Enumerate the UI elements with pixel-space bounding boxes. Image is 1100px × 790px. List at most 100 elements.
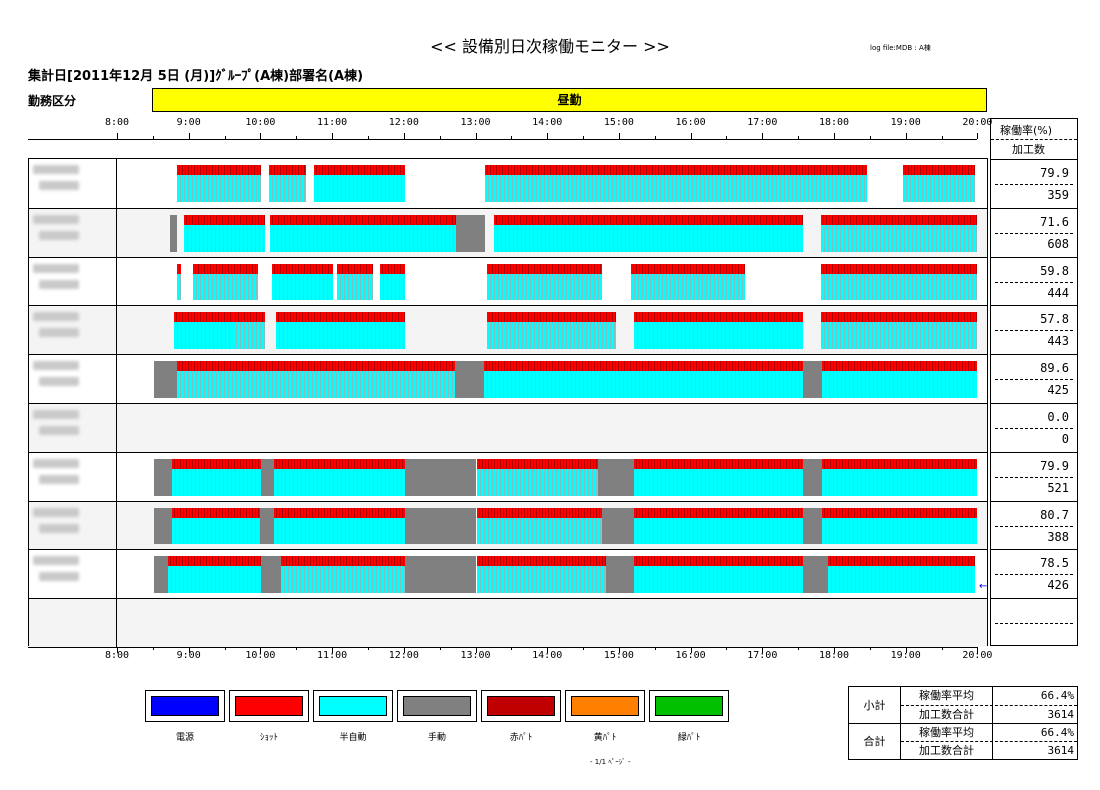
equipment-name-redacted — [29, 452, 117, 501]
half-hour-tick — [941, 136, 943, 139]
shot-marks — [176, 263, 182, 274]
cell-divider — [995, 281, 1073, 283]
shot-marks — [268, 165, 306, 175]
redacted-text — [33, 214, 79, 224]
manual-segment — [456, 214, 486, 252]
axis-baseline — [28, 647, 978, 648]
shot-marks — [183, 214, 265, 225]
shot-marks — [485, 165, 868, 175]
axis-baseline — [28, 139, 978, 140]
date-group-heading: 集計日[2011年12月 5日 (月)]ｸﾞﾙｰﾌﾟ(A棟)部署名(A棟) — [28, 69, 364, 84]
manual-segment — [153, 507, 172, 545]
operating-rate-value: 80.7 — [1040, 507, 1069, 522]
equipment-name-redacted — [29, 159, 117, 208]
time-tick-mark — [762, 647, 764, 653]
half-hour-tick — [224, 647, 226, 650]
semi-auto-segment — [634, 566, 803, 594]
time-tick-label: 13:00 — [460, 117, 491, 128]
subtotal-count-label: 加工数合計 — [901, 706, 993, 724]
half-hour-tick — [511, 136, 513, 139]
equipment-row — [29, 451, 987, 501]
time-tick-mark — [618, 647, 620, 653]
half-hour-tick — [439, 647, 441, 650]
time-tick-mark — [188, 647, 190, 653]
count-column-header: 加工数 — [1012, 143, 1045, 156]
manual-segment — [601, 507, 635, 545]
cell-divider — [995, 232, 1073, 234]
semi-auto-segment — [275, 322, 405, 350]
legend-label: ｼｮｯﾄ — [259, 733, 278, 743]
half-hour-tick — [583, 647, 585, 650]
manual-segment — [605, 556, 635, 594]
time-tick-mark — [475, 133, 477, 139]
redacted-text — [33, 165, 79, 174]
half-hour-tick — [869, 136, 871, 139]
shot-marks — [281, 556, 405, 567]
shot-marks — [822, 361, 977, 372]
manual-segment — [259, 507, 275, 545]
semi-auto-segment — [634, 322, 803, 350]
rate-column-header: 稼働率(%) — [1000, 124, 1053, 137]
total-label: 合計 — [849, 724, 901, 759]
time-tick-label: 15:00 — [603, 117, 634, 128]
shot-marks — [820, 214, 977, 225]
shot-marks — [634, 458, 803, 469]
legend-label: 手動 — [427, 733, 446, 743]
semi-auto-segment — [476, 517, 602, 545]
operating-rate-value: 0.0 — [1047, 410, 1069, 424]
time-tick-label: 11:00 — [317, 650, 348, 661]
time-tick-label: 10:00 — [245, 117, 276, 128]
shift-bar: 昼勤 — [152, 88, 987, 112]
time-tick-mark — [475, 647, 477, 653]
semi-auto-segment — [173, 322, 233, 350]
time-tick-mark — [117, 647, 118, 653]
time-tick-label: 17:00 — [747, 117, 778, 128]
equipment-name-redacted — [29, 599, 117, 647]
half-hour-tick — [798, 136, 800, 139]
time-tick-label: 16:00 — [675, 650, 706, 661]
equipment-row — [29, 598, 987, 647]
legend-color — [151, 696, 219, 716]
time-tick-mark — [117, 133, 118, 139]
half-hour-tick — [296, 136, 298, 139]
shot-marks — [634, 507, 803, 518]
manual-segment — [153, 361, 177, 398]
time-tick-mark — [618, 133, 620, 139]
semi-auto-segment — [270, 224, 486, 252]
time-tick-label: 16:00 — [675, 117, 706, 128]
equipment-name-redacted — [29, 501, 117, 550]
half-hour-tick — [941, 647, 943, 650]
shot-marks — [827, 556, 975, 567]
semi-auto-segment — [176, 371, 484, 398]
subtotal-divider — [901, 705, 1077, 706]
header-divider — [991, 139, 1077, 140]
redacted-text — [33, 458, 79, 468]
redacted-text — [39, 377, 79, 387]
operating-rate-value: 78.5 — [1040, 556, 1069, 571]
time-tick-mark — [977, 647, 979, 653]
time-tick-mark — [547, 647, 549, 653]
log-file-label: log file:MDB : A棟 — [870, 44, 931, 52]
manual-segment — [169, 214, 177, 252]
legend-color — [655, 696, 723, 716]
processed-count-value: 388 — [1047, 529, 1069, 544]
time-tick-label: 17:00 — [747, 650, 778, 661]
time-tick-label: 18:00 — [818, 117, 850, 128]
equipment-row — [29, 207, 987, 257]
semi-auto-segment — [822, 517, 977, 545]
manual-segment — [802, 507, 823, 545]
time-tick-mark — [260, 647, 262, 653]
semi-auto-segment — [822, 468, 977, 496]
rate-count-cell — [991, 598, 1077, 647]
processed-count-value: 521 — [1047, 480, 1069, 495]
redacted-text — [39, 523, 79, 533]
manual-segment — [404, 458, 477, 496]
semi-auto-segment — [487, 273, 602, 301]
semi-auto-segment — [336, 273, 373, 301]
manual-segment — [261, 556, 282, 594]
time-tick-label: 20:00 — [962, 117, 993, 128]
semi-auto-segment — [476, 566, 606, 594]
equipment-name-redacted — [29, 404, 117, 452]
time-tick-mark — [905, 647, 907, 653]
half-hour-tick — [152, 136, 154, 139]
